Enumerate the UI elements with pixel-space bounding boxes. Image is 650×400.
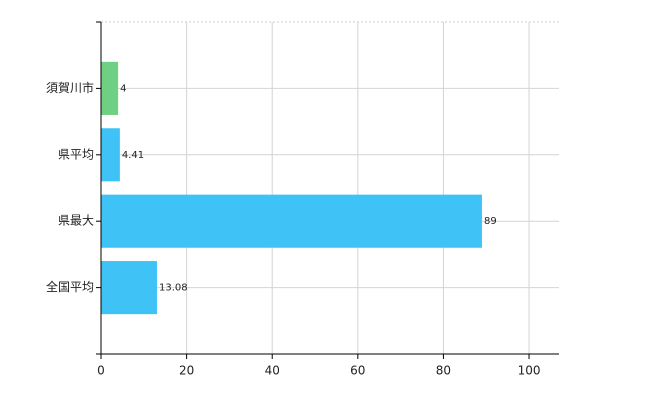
y-tick-label: 全国平均	[46, 279, 94, 294]
value-label: 4.41	[122, 150, 144, 161]
x-tick-label: 60	[350, 364, 365, 378]
x-tick-label: 20	[179, 364, 194, 378]
x-tick-label: 0	[97, 364, 105, 378]
value-label: 13.08	[159, 283, 188, 294]
bar	[101, 61, 119, 115]
y-tick-label: 須賀川市	[46, 80, 94, 95]
x-tick-label: 80	[436, 364, 451, 378]
bar	[101, 194, 482, 248]
y-tick-label: 県平均	[58, 147, 94, 161]
y-tick-label: 県最大	[58, 214, 94, 228]
x-tick-label: 100	[518, 364, 541, 378]
value-label: 89	[484, 216, 497, 227]
bar	[101, 128, 120, 182]
bar	[101, 261, 157, 315]
x-tick-label: 40	[265, 364, 280, 378]
value-label: 4	[120, 83, 126, 94]
